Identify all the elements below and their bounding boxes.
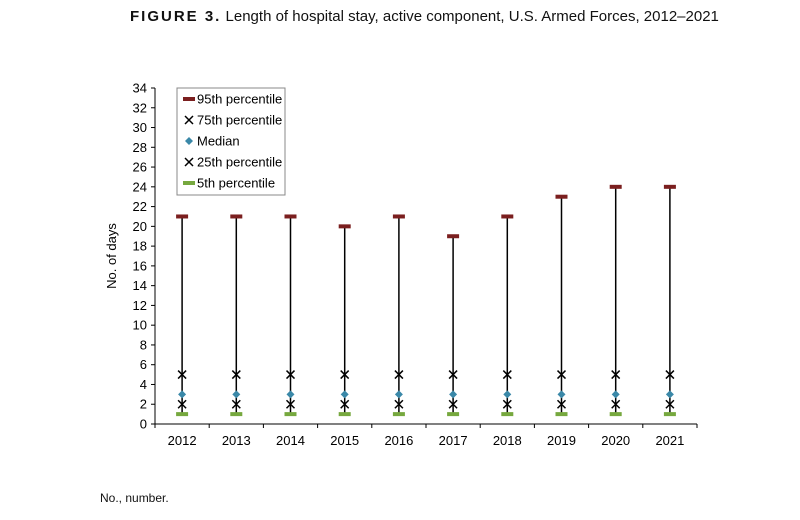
point-5th-percentile — [609, 412, 622, 417]
point-5th-percentile — [663, 412, 676, 417]
y-tick-label: 2 — [140, 397, 147, 412]
x-tick-label: 2015 — [330, 433, 359, 448]
x-tick-label: 2017 — [439, 433, 468, 448]
point-median — [503, 390, 512, 399]
point-75th-percentile — [665, 370, 675, 380]
point-median — [232, 390, 241, 399]
point-median — [340, 390, 349, 399]
point-75th-percentile — [394, 370, 404, 380]
footnote: No., number. — [100, 491, 169, 505]
y-tick-label: 4 — [140, 377, 147, 392]
point-75th-percentile — [177, 370, 187, 380]
point-95th-percentile — [338, 224, 351, 229]
point-95th-percentile — [284, 214, 297, 219]
y-tick-label: 34 — [133, 81, 147, 96]
point-5th-percentile — [392, 412, 405, 417]
point-5th-percentile — [338, 412, 351, 417]
y-tick-label: 0 — [140, 417, 147, 432]
point-median — [665, 390, 674, 399]
legend-marker-median — [185, 137, 193, 145]
legend-label: 75th percentile — [197, 113, 282, 128]
y-tick-label: 12 — [133, 298, 147, 313]
point-5th-percentile — [230, 412, 243, 417]
x-tick-label: 2013 — [222, 433, 251, 448]
point-75th-percentile — [556, 370, 567, 380]
figure-title-text: Length of hospital stay, active componen… — [225, 8, 719, 25]
figure-title: FIGURE 3. Length of hospital stay, activ… — [130, 8, 719, 25]
point-5th-percentile — [555, 412, 568, 417]
figure-label: FIGURE 3. — [130, 8, 222, 25]
point-25th-percentile — [665, 399, 675, 409]
x-tick-label: 2016 — [384, 433, 413, 448]
point-95th-percentile — [230, 214, 243, 219]
point-95th-percentile — [501, 214, 514, 219]
point-95th-percentile — [609, 184, 622, 189]
legend-box — [176, 87, 286, 196]
y-tick-label: 26 — [133, 160, 147, 175]
point-75th-percentile — [231, 370, 241, 380]
point-25th-percentile — [285, 399, 296, 409]
legend-label: 95th percentile — [197, 92, 282, 107]
point-95th-percentile — [176, 214, 189, 219]
legend-label: 25th percentile — [197, 155, 282, 170]
point-5th-percentile — [501, 412, 514, 417]
point-25th-percentile — [394, 399, 404, 409]
x-tick-label: 2012 — [168, 433, 197, 448]
y-tick-label: 16 — [133, 258, 147, 273]
y-tick-label: 24 — [133, 179, 147, 194]
legend: 95th percentile 75th percentile Median 25th… — [176, 87, 286, 196]
point-75th-percentile — [340, 370, 350, 380]
y-tick-label: 10 — [133, 318, 147, 333]
y-tick-label: 32 — [133, 100, 147, 115]
legend-label: 5th percentile — [197, 176, 275, 191]
legend-label: Median — [197, 134, 240, 149]
y-tick-label: 28 — [133, 140, 147, 155]
x-tick-label: 2021 — [655, 433, 684, 448]
y-tick-label: 22 — [133, 199, 147, 214]
point-5th-percentile — [447, 412, 460, 417]
point-75th-percentile — [448, 370, 458, 380]
point-25th-percentile — [177, 399, 187, 409]
point-5th-percentile — [284, 412, 297, 417]
point-25th-percentile — [502, 399, 512, 409]
legend-marker-25th-percentile — [184, 157, 194, 167]
y-tick-label: 8 — [140, 337, 147, 352]
point-5th-percentile — [176, 412, 189, 417]
point-25th-percentile — [611, 399, 621, 409]
x-tick-label: 2019 — [547, 433, 576, 448]
point-95th-percentile — [447, 234, 460, 239]
legend-marker-75th-percentile — [184, 115, 194, 125]
y-axis-label: No. of days — [104, 223, 119, 289]
y-tick-label: 14 — [133, 278, 147, 293]
y-tick-label: 18 — [133, 239, 147, 254]
point-median — [449, 390, 458, 399]
y-tick-label: 20 — [133, 219, 147, 234]
x-tick-label: 2014 — [276, 433, 305, 448]
point-25th-percentile — [448, 399, 458, 409]
point-median — [178, 390, 187, 399]
point-25th-percentile — [340, 399, 350, 409]
point-25th-percentile — [231, 399, 241, 409]
point-median — [611, 390, 620, 399]
y-tick-label: 6 — [140, 357, 147, 372]
legend-marker-95th-percentile — [183, 97, 195, 101]
y-tick-label: 30 — [133, 120, 147, 135]
point-25th-percentile — [556, 399, 567, 409]
point-75th-percentile — [502, 370, 512, 380]
point-75th-percentile — [285, 370, 296, 380]
point-95th-percentile — [392, 214, 405, 219]
point-95th-percentile — [663, 184, 676, 189]
x-tick-label: 2020 — [601, 433, 630, 448]
point-median — [286, 390, 295, 399]
point-95th-percentile — [555, 194, 568, 199]
x-tick-label: 2018 — [493, 433, 522, 448]
point-median — [394, 390, 403, 399]
point-75th-percentile — [611, 370, 621, 380]
legend-marker-5th-percentile — [183, 181, 195, 185]
point-median — [557, 390, 566, 399]
